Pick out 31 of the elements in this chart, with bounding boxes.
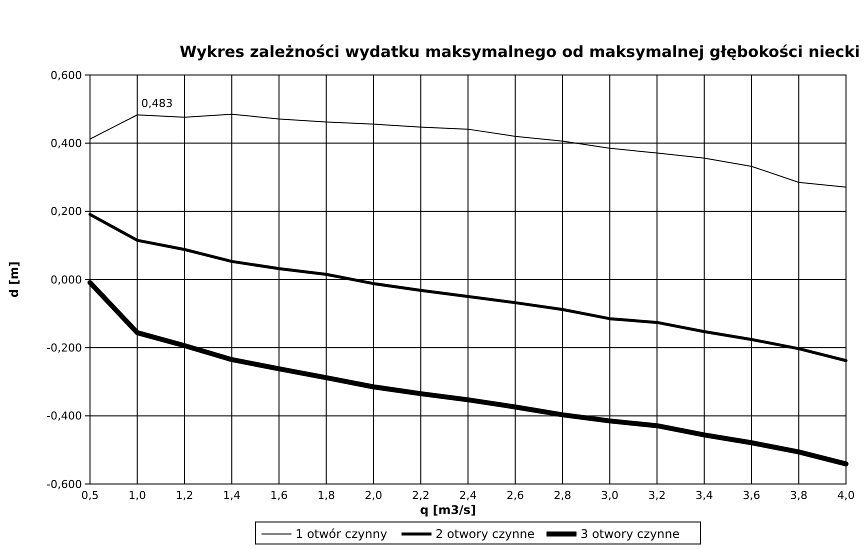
x-tick-label: 0,5: [81, 489, 99, 502]
legend-label: 2 otwory czynne: [436, 527, 535, 542]
x-tick-label: 3,6: [742, 489, 760, 502]
legend-label: 1 otwór czynny: [296, 527, 388, 542]
x-tick-label: 1,2: [176, 489, 194, 502]
x-tick-label: 1,4: [223, 489, 240, 502]
x-tick-label: 4,0: [837, 489, 855, 502]
x-tick-label: 3,4: [696, 489, 713, 502]
annotation: 0,483: [141, 96, 173, 110]
x-tick-label: 2,2: [412, 489, 430, 502]
y-tick-label: -0,200: [46, 342, 82, 355]
chart-title: Wykres zależności wydatku maksymalnego od maksymalnej głębokości niecki: [180, 43, 860, 61]
y-axis-title: d [m]: [7, 261, 21, 298]
x-tick-label: 1,8: [318, 489, 335, 502]
x-tick-label: 2,8: [554, 489, 572, 502]
x-tick-label: 1,0: [128, 489, 146, 502]
x-tick-label: 2,4: [459, 489, 477, 502]
y-tick-label: -0,600: [46, 478, 82, 491]
y-tick-label: -0,400: [46, 410, 82, 423]
y-tick-label: 0,200: [50, 205, 82, 218]
x-tick-label: 2,6: [506, 489, 524, 502]
x-tick-label: 3,2: [648, 489, 666, 502]
y-tick-label: 0,000: [50, 273, 82, 286]
x-tick-label: 2,0: [364, 489, 382, 502]
x-axis-title: q [m3/s]: [420, 503, 476, 517]
y-tick-label: 0,600: [50, 68, 82, 82]
x-tick-label: 3,0: [601, 489, 618, 502]
y-tick-label: 0,400: [50, 137, 82, 150]
x-tick-label: 1,6: [270, 489, 288, 502]
legend-label: 3 otwory czynne: [580, 527, 680, 542]
x-tick-label: 3,8: [790, 489, 808, 502]
